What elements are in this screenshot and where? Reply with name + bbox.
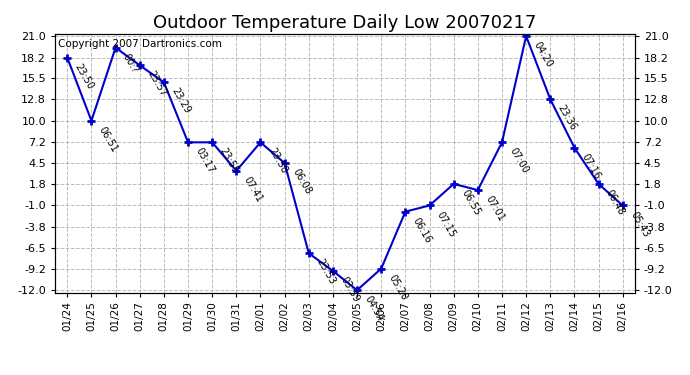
Text: 04:20: 04:20 bbox=[532, 40, 554, 69]
Text: 05:43: 05:43 bbox=[629, 210, 651, 239]
Text: 06:16: 06:16 bbox=[411, 216, 433, 245]
Text: 06:08: 06:08 bbox=[290, 167, 313, 196]
Text: 07:16: 07:16 bbox=[580, 152, 602, 181]
Text: 23:57: 23:57 bbox=[146, 69, 168, 99]
Text: 06:51: 06:51 bbox=[97, 125, 119, 154]
Text: 00:?: 00:? bbox=[121, 52, 140, 75]
Text: 06:48: 06:48 bbox=[604, 188, 627, 217]
Text: 03:17: 03:17 bbox=[194, 147, 216, 176]
Text: 07:00: 07:00 bbox=[508, 147, 530, 176]
Text: 23:55: 23:55 bbox=[218, 147, 240, 176]
Title: Outdoor Temperature Daily Low 20070217: Outdoor Temperature Daily Low 20070217 bbox=[153, 14, 537, 32]
Text: 23:36: 23:36 bbox=[556, 104, 578, 132]
Text: 23:50: 23:50 bbox=[73, 62, 95, 91]
Text: 23:58: 23:58 bbox=[266, 147, 288, 176]
Text: Copyright 2007 Dartronics.com: Copyright 2007 Dartronics.com bbox=[58, 39, 222, 49]
Text: 07:15: 07:15 bbox=[435, 210, 457, 239]
Text: 23:29: 23:29 bbox=[170, 86, 192, 116]
Text: 05:20: 05:20 bbox=[387, 273, 409, 302]
Text: 06:55: 06:55 bbox=[460, 188, 482, 218]
Text: 07:41: 07:41 bbox=[242, 175, 264, 204]
Text: 23:53: 23:53 bbox=[315, 257, 337, 286]
Text: 03:39: 03:39 bbox=[339, 275, 361, 304]
Text: 07:01: 07:01 bbox=[484, 194, 506, 224]
Text: 04:54: 04:54 bbox=[363, 294, 385, 324]
